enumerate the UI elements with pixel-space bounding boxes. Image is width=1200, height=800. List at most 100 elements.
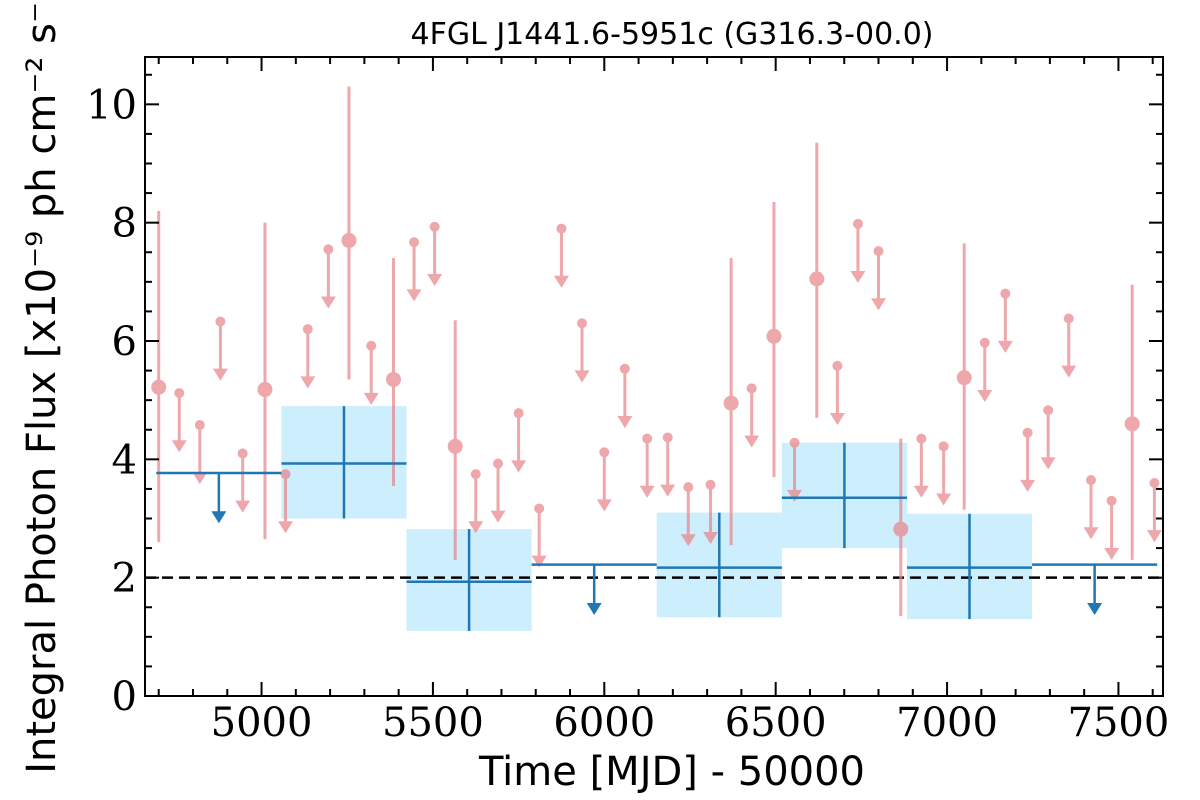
data-marker [809,271,825,287]
x-tick-label: 7500 [1068,700,1170,746]
fine-bin-point [639,433,655,498]
upper-limit-arrowhead [406,289,422,302]
fine-bin-point [913,433,929,498]
upper-limit-arrowhead [363,392,379,405]
upper-limit-cap [705,479,716,490]
upper-limit-arrowhead [300,376,316,389]
upper-limit-arrowhead [617,415,633,428]
upper-limit-arrowhead [235,500,251,513]
upper-limit-cap [513,408,524,419]
fine-bin-point [427,221,443,286]
upper-limit-arrowhead [997,340,1013,353]
upper-limit-cap [470,469,481,480]
fine-bin-point [829,360,845,426]
fine-bin-point [511,408,527,473]
data-marker [723,395,739,411]
x-tick-label: 5000 [211,700,313,746]
chart-title: 4FGL J1441.6-5951c (G316.3-00.0) [410,17,933,52]
upper-limit-arrowhead [1083,527,1099,540]
fine-bin-points [151,86,1162,617]
upper-limit-cap [534,503,545,514]
upper-limit-arrowhead [1020,479,1036,492]
y-tick-label: 10 [86,82,137,128]
upper-limit-arrowhead [1087,602,1103,615]
upper-limit-arrowhead [829,413,845,426]
fine-bin-point [212,316,228,381]
fine-bin-point [809,142,825,418]
fine-bin-point [192,420,208,485]
upper-limit-cap [642,433,653,444]
upper-limit-arrowhead [680,534,696,547]
upper-limit-cap [302,324,313,335]
upper-limit-arrowhead [586,602,602,615]
upper-limit-cap [1000,288,1011,299]
data-marker [766,328,782,344]
fine-bin-point [1083,475,1099,540]
upper-limit-arrowhead [977,389,993,402]
coarse-bin-points [156,406,1158,631]
upper-limit-cap [916,433,927,444]
x-tick-label: 5500 [382,700,484,746]
upper-limit-cap [429,221,440,232]
fine-bin-point [680,482,696,547]
upper-limit-cap [852,218,863,229]
upper-limit-cap [873,246,884,257]
data-marker [341,232,357,248]
fine-bin-point [171,388,187,453]
upper-limit-cap [938,441,949,452]
data-marker [257,382,273,398]
upper-limit-arrowhead [1146,530,1162,543]
x-axis-label: Time [MJD] - 50000 [478,749,865,795]
fine-bin-point [1124,284,1140,560]
fine-bin-point [1061,313,1077,378]
upper-limit-arrowhead [278,521,294,534]
upper-limit-arrowhead [531,555,547,568]
upper-limit-cap [237,448,248,459]
upper-limit-cap [1086,475,1097,486]
fine-bin-point [850,218,866,284]
y-tick-label: 0 [112,674,137,720]
fine-bin-point [386,258,402,486]
upper-limit-arrowhead [468,521,484,534]
fine-bin-point [660,432,676,497]
data-marker [956,370,972,386]
x-tick-label: 6000 [553,700,655,746]
y-tick-label: 8 [112,201,137,247]
fine-bin-point [997,288,1013,353]
fine-bin-point [977,337,993,402]
upper-limit-cap [789,437,800,448]
upper-limit-arrowhead [211,511,227,524]
fine-bin-point [257,222,273,540]
upper-limit-arrowhead [744,435,760,448]
upper-limit-arrowhead [913,485,929,498]
coarse-bin-point [156,471,282,524]
upper-limit-cap [662,432,673,443]
axis-ticks [145,57,1163,697]
y-tick-label: 2 [112,556,137,602]
fine-bin-point [787,437,803,502]
y-tick-label: 4 [112,437,137,483]
coarse-bin-point [781,442,907,549]
fine-bin-point [936,441,952,506]
fine-bin-point [406,237,422,302]
upper-limit-arrowhead [427,273,443,286]
fine-bin-point [744,383,760,448]
fine-bin-point [235,448,251,513]
coarse-bin-point [906,513,1033,620]
fine-bin-point [300,324,316,389]
upper-limit-arrowhead [1104,547,1120,560]
upper-limit-cap [215,316,226,327]
fine-bin-point [468,469,484,534]
fine-bin-point [574,318,590,383]
upper-limit-arrowhead [596,499,612,512]
y-tick-label: 6 [112,319,137,365]
coarse-bin-point [281,406,407,519]
upper-limit-cap [1022,427,1033,438]
upper-limit-cap [577,318,588,329]
upper-limit-cap [683,482,694,493]
upper-limit-cap [366,340,377,351]
upper-limit-arrowhead [192,472,208,485]
data-marker [151,379,167,395]
upper-limit-arrowhead [212,368,228,381]
